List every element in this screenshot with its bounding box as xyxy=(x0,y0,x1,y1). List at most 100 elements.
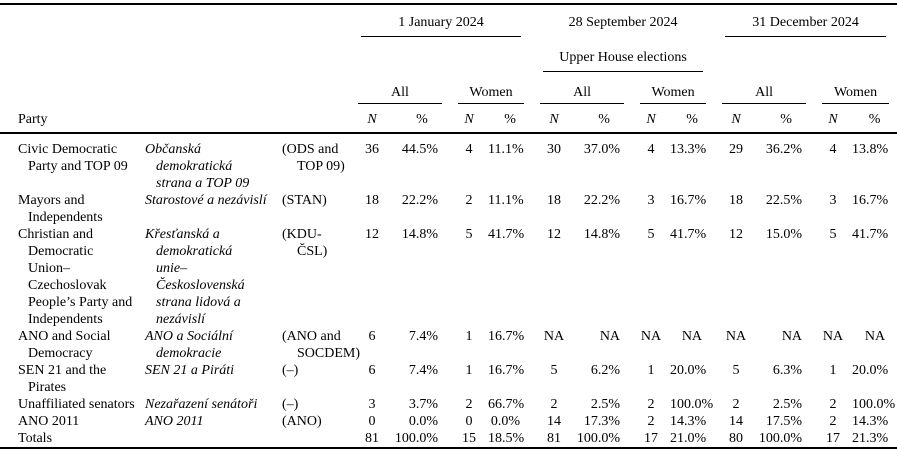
percent-cell: 6.2% xyxy=(590,363,621,378)
group-label-january: 1 January 2024 xyxy=(361,14,522,37)
subdate-header-row: Upper House elections xyxy=(0,37,897,72)
party-column-header: Party xyxy=(0,104,350,134)
party-abbr: (STAN) xyxy=(282,193,327,208)
table-row: Totals 81 100.0% 15 18.5% 81 100.0% 17 21.0% 80 10… xyxy=(0,430,897,448)
count-cell: 29 xyxy=(729,142,744,157)
party-abbr: (–) xyxy=(282,397,299,412)
party-abbr: (KDU-ČSL) xyxy=(282,227,328,259)
party-name-cs: Starostové a nezávislí xyxy=(145,193,267,208)
percent-cell: 3.7% xyxy=(408,397,438,412)
count-cell: 12 xyxy=(365,227,379,242)
party-abbr: (–) xyxy=(282,363,299,378)
n-header: N xyxy=(450,104,488,134)
count-cell: 14 xyxy=(547,414,562,429)
pct-header: % xyxy=(758,104,815,134)
percent-cell: 14.8% xyxy=(583,227,621,242)
party-name-en: SEN 21 and the Pirates xyxy=(18,363,107,395)
percent-cell: NA xyxy=(599,329,621,344)
party-abbr xyxy=(282,430,350,448)
percent-cell: 16.7% xyxy=(488,329,525,344)
party-abbr: (ANO) xyxy=(282,414,322,429)
party-name-en: ANO 2011 xyxy=(18,414,80,429)
count-cell: 12 xyxy=(547,227,562,242)
percent-cell: 41.7% xyxy=(670,227,707,242)
percent-cell: 0.0% xyxy=(490,414,521,429)
percent-cell: 36.2% xyxy=(765,142,803,157)
party-name-cs xyxy=(145,430,282,448)
count-cell: 81 xyxy=(365,431,379,446)
all-label: All xyxy=(722,84,807,104)
percent-cell: 16.7% xyxy=(488,363,525,378)
all-header-sep: All xyxy=(532,72,632,104)
party-name-en: Totals xyxy=(18,431,53,446)
count-cell: 2 xyxy=(829,414,837,429)
count-cell: 14 xyxy=(729,414,744,429)
party-name-en: Christian and Democratic Union– Czechosl… xyxy=(18,227,133,327)
percent-cell: 14.3% xyxy=(852,414,889,429)
date-header-row: 1 January 2024 28 September 2024 31 Dece… xyxy=(0,4,897,37)
table-row: Unaffiliated senators Nezařazení senátoři… xyxy=(0,396,897,413)
table-body: Civic Democratic Party and TOP 09 Občansk… xyxy=(0,133,897,448)
percent-cell: 17.3% xyxy=(583,414,621,429)
count-cell: 15 xyxy=(462,431,476,446)
n-header: N xyxy=(714,104,759,134)
women-header-sep: Women xyxy=(632,72,714,104)
count-cell: 1 xyxy=(465,329,473,344)
count-cell: 4 xyxy=(647,142,655,157)
count-cell: 4 xyxy=(465,142,473,157)
percent-cell: 7.4% xyxy=(408,329,438,344)
count-cell: 2 xyxy=(465,397,473,412)
percent-cell: 100.0% xyxy=(394,431,438,446)
count-cell: 2 xyxy=(465,193,473,208)
count-cell: 2 xyxy=(829,397,837,412)
all-label: All xyxy=(540,84,625,104)
senate-party-table: 1 January 2024 28 September 2024 31 Dece… xyxy=(0,3,897,449)
n-header: N xyxy=(632,104,671,134)
percent-cell: 66.7% xyxy=(488,397,525,412)
party-name-cs: Nezařazení senátoři xyxy=(145,397,258,412)
percent-cell: 17.5% xyxy=(765,414,803,429)
count-cell: NA xyxy=(640,329,662,344)
percent-cell: 41.7% xyxy=(488,227,525,242)
party-name-cs: SEN 21 a Piráti xyxy=(145,363,235,378)
group-label-december: 31 December 2024 xyxy=(725,14,887,37)
percent-cell: 20.0% xyxy=(670,363,707,378)
count-cell: 5 xyxy=(647,227,655,242)
group-label-september: 28 September 2024 xyxy=(568,15,678,30)
percent-cell: 13.8% xyxy=(852,142,889,157)
count-cell: 17 xyxy=(826,431,841,446)
count-cell: 12 xyxy=(729,227,744,242)
value-header-row: Party N % N % N % N % N % N % xyxy=(0,104,897,134)
percent-cell: 2.5% xyxy=(590,397,621,412)
women-label: Women xyxy=(822,84,890,104)
table-row: Christian and Democratic Union– Czechosl… xyxy=(0,226,897,328)
percent-cell: 11.1% xyxy=(488,142,524,157)
count-cell: 81 xyxy=(547,431,562,446)
pct-header: % xyxy=(576,104,633,134)
percent-cell: 14.3% xyxy=(670,414,707,429)
percent-cell: 100.0% xyxy=(670,397,714,412)
percent-cell: 21.0% xyxy=(670,431,707,446)
percent-cell: 100.0% xyxy=(758,431,803,446)
all-header-dec: All xyxy=(714,72,814,104)
count-cell: 36 xyxy=(365,142,379,157)
count-cell: 17 xyxy=(644,431,659,446)
percent-cell: 100.0% xyxy=(576,431,621,446)
percent-cell: 7.4% xyxy=(408,363,438,378)
count-cell: 2 xyxy=(732,397,740,412)
count-cell: 18 xyxy=(365,193,379,208)
pct-header: % xyxy=(670,104,715,134)
empty-cell xyxy=(0,72,350,104)
percent-cell: 41.7% xyxy=(852,227,889,242)
percent-cell: 6.3% xyxy=(772,363,803,378)
party-name-cs: Občanská demokratická strana a TOP 09 xyxy=(145,142,250,191)
count-cell: 6 xyxy=(368,363,376,378)
women-label: Women xyxy=(640,84,707,104)
women-label: Women xyxy=(458,84,525,104)
party-name-cs: Křesťanská a demokratická unie– Českoslo… xyxy=(145,227,245,327)
count-cell: 0 xyxy=(465,414,473,429)
count-cell: 3 xyxy=(829,193,837,208)
count-cell: 2 xyxy=(550,397,558,412)
count-cell: 5 xyxy=(732,363,740,378)
percent-cell: 100.0% xyxy=(852,397,896,412)
